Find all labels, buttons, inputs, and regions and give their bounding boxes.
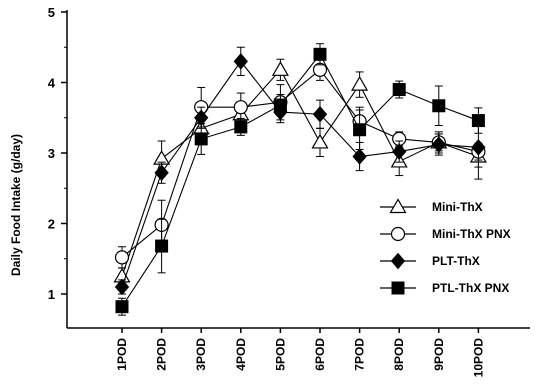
data-point [352, 148, 367, 165]
x-tick-label: 3POD [194, 338, 208, 371]
data-point [311, 133, 329, 149]
series-layer [113, 43, 487, 316]
x-tick-label: 5POD [273, 338, 287, 371]
legend-label: PLT-ThX [432, 254, 480, 268]
series-0 [113, 58, 487, 286]
legend: Mini-ThX Mini-ThX PNX PLT-ThX PTL-ThX PNX [380, 198, 511, 295]
data-point [312, 105, 328, 123]
series-line [121, 69, 479, 258]
data-point [154, 164, 169, 182]
data-point [351, 75, 369, 91]
data-point [155, 239, 169, 253]
data-point [114, 250, 130, 265]
legend-label: Mini-ThX PNX [432, 227, 511, 241]
x-tick-label: 2POD [155, 338, 169, 371]
data-point [313, 47, 327, 61]
data-point [392, 143, 407, 160]
y-tick-label: 2 [48, 217, 55, 232]
legend-marker [390, 226, 406, 242]
x-tick-label: 1POD [115, 338, 129, 371]
y-tick-label: 4 [48, 76, 56, 91]
data-point [431, 136, 446, 153]
axes: 1 2 3 4 5 1POD 2POD 3POD 4POD 5POD 6POD 7POD 8POD 9PO… [48, 5, 530, 377]
data-point [273, 98, 287, 112]
legend-marker [390, 252, 406, 270]
legend-entry-1: Mini-ThX PNX [380, 226, 511, 242]
data-point [471, 114, 485, 128]
x-tick-label: 8POD [392, 338, 406, 371]
data-point [114, 278, 130, 296]
legend-marker [389, 198, 407, 214]
y-tick-label: 3 [48, 146, 55, 161]
series-1 [114, 58, 486, 269]
series-line [121, 60, 479, 288]
data-point [233, 53, 248, 70]
data-point [432, 99, 446, 113]
data-point [234, 120, 248, 134]
data-point [471, 139, 486, 156]
series-3 [115, 43, 485, 316]
series-line [121, 68, 479, 277]
x-tick-label: 6POD [313, 338, 327, 371]
y-tick-label: 1 [48, 287, 55, 302]
data-point [115, 300, 129, 314]
y-axis-label: Daily Food Intake (g/day) [9, 134, 23, 276]
x-tick-label: 9POD [432, 338, 446, 371]
legend-entry-0: Mini-ThX [380, 198, 483, 214]
data-point [392, 83, 406, 97]
legend-label: PTL-ThX PNX [432, 281, 509, 295]
x-tick-label: 7POD [353, 338, 367, 371]
y-tick-label: 5 [48, 5, 55, 20]
x-tick-label: 4POD [234, 338, 248, 371]
series-2 [114, 46, 486, 296]
legend-marker [391, 281, 405, 295]
data-point [353, 123, 367, 137]
x-tick-label: 10POD [471, 338, 485, 378]
data-point [271, 61, 289, 76]
legend-entry-2: PLT-ThX [380, 252, 480, 270]
legend-entry-3: PTL-ThX PNX [380, 281, 509, 295]
series-line [121, 53, 479, 307]
data-point [233, 100, 248, 115]
legend-label: Mini-ThX [432, 200, 483, 214]
data-point [194, 132, 208, 146]
